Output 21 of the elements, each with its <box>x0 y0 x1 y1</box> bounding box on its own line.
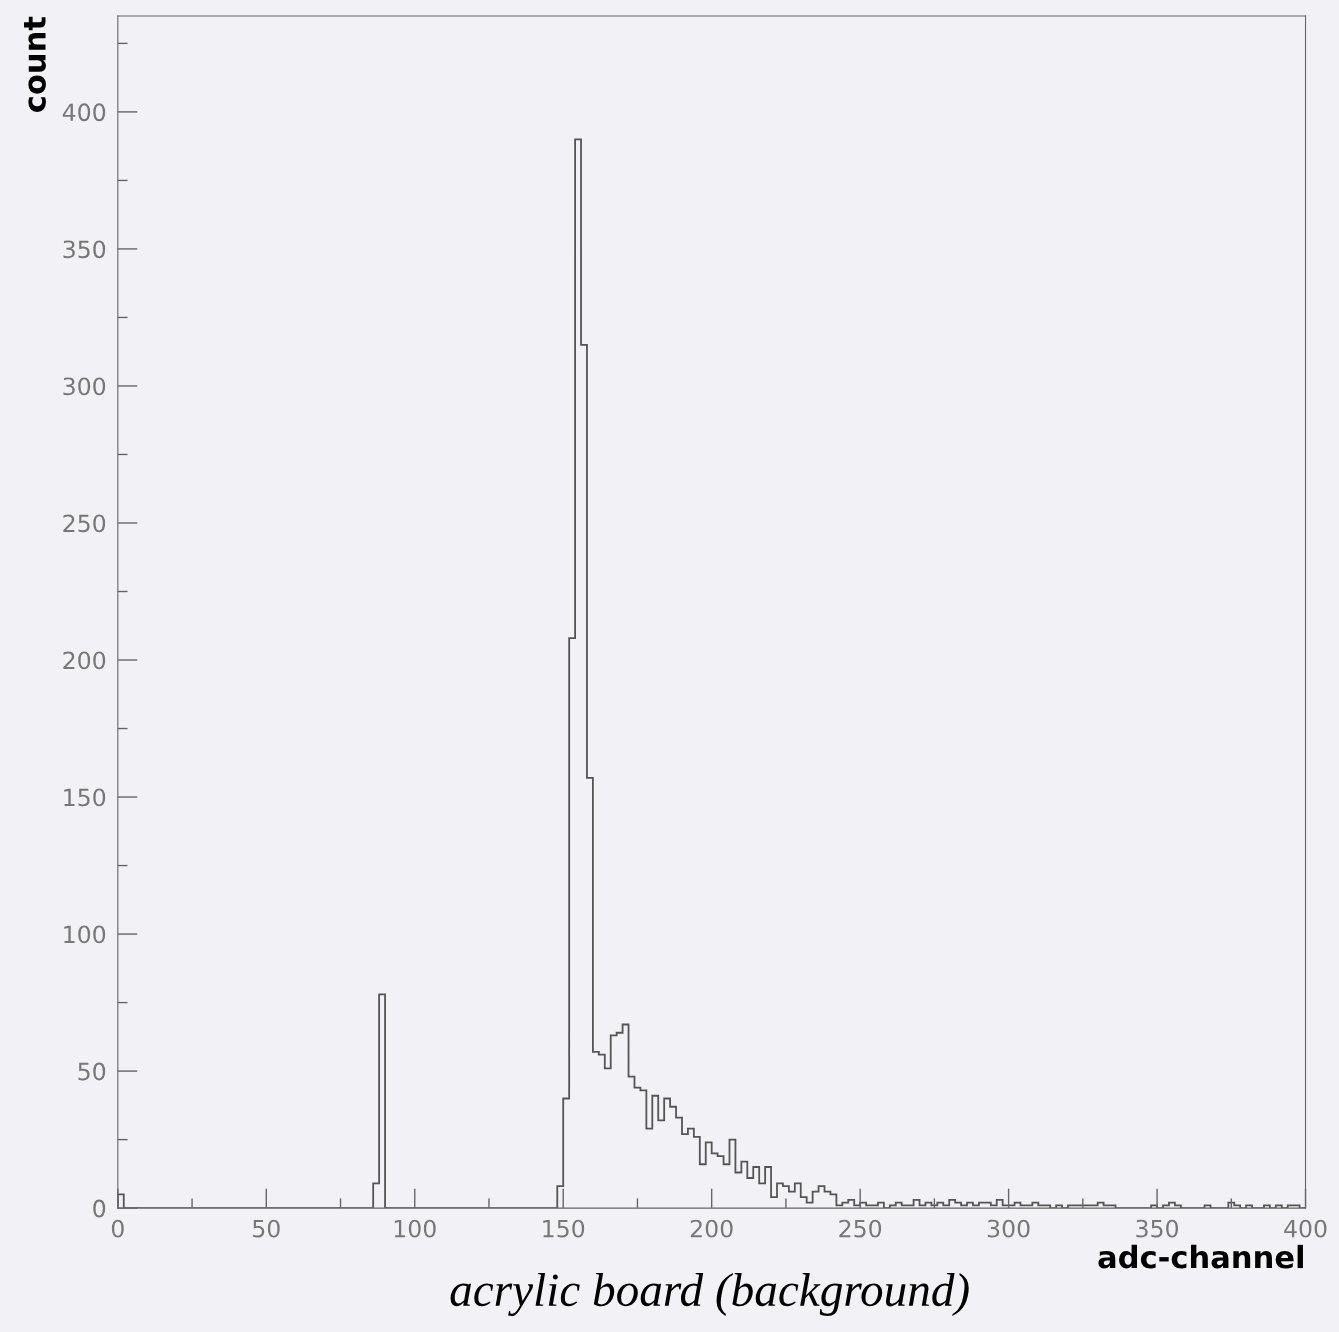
y-tick-label: 50 <box>78 1062 106 1081</box>
x-tick-label: 50 <box>253 1219 280 1238</box>
y-tick-label: 350 <box>63 240 106 259</box>
x-tick-label: 200 <box>690 1219 733 1238</box>
y-tick-label: 150 <box>64 788 106 807</box>
y-tick-label: 300 <box>63 377 106 396</box>
x-tick-label: 400 <box>1284 1219 1327 1238</box>
x-tick-label: 0 <box>111 1219 124 1238</box>
y-tick-label: 400 <box>62 103 106 122</box>
x-tick-label: 250 <box>839 1219 882 1238</box>
x-axis-title: adc-channel <box>1098 1244 1303 1269</box>
y-tick-label: 0 <box>93 1199 106 1218</box>
x-tick-label: 350 <box>1136 1219 1179 1238</box>
y-axis-title: count <box>24 16 46 112</box>
y-tick-label: 200 <box>63 651 106 670</box>
x-tick-label: 300 <box>987 1219 1030 1238</box>
text: acrylic board (background) <box>450 1273 969 1317</box>
y-tick-label: 250 <box>63 514 106 533</box>
y-tick-label: 100 <box>64 925 106 944</box>
x-tick-label: 100 <box>394 1219 436 1238</box>
x-tick-label: 150 <box>543 1219 585 1238</box>
